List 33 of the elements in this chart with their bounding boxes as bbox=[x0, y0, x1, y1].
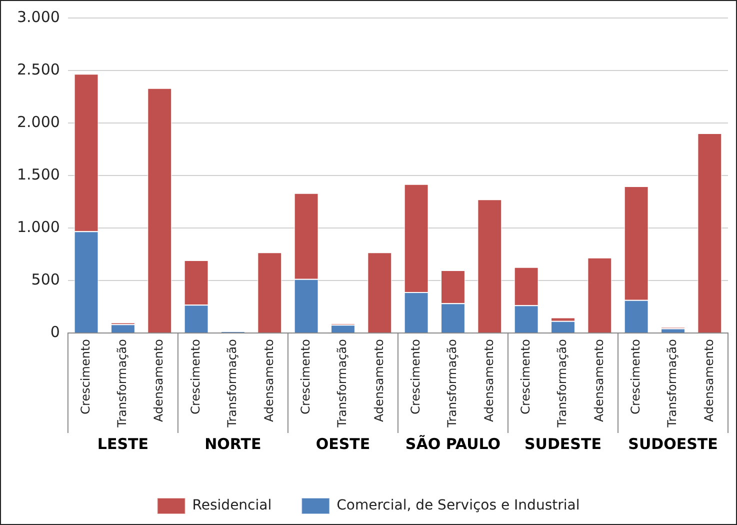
y-tick-label: 0 bbox=[50, 322, 60, 341]
x-tick-label: Crescimento bbox=[408, 339, 422, 414]
y-tick-label: 1.000 bbox=[16, 218, 60, 236]
text: NORTE bbox=[204, 434, 262, 453]
x-tick-label: Adensamento bbox=[482, 339, 496, 422]
y-tick-label: 500 bbox=[31, 270, 60, 288]
x-tick-label: Transformação bbox=[335, 339, 350, 428]
text: OESTE bbox=[316, 434, 370, 453]
y-tick-label: 2.000 bbox=[16, 112, 60, 131]
x-tick-label: Crescimento bbox=[78, 339, 92, 414]
x-tick-label: Adensamento bbox=[702, 339, 716, 422]
x-tick-label: Transformação bbox=[665, 339, 680, 428]
x-tick-label: Adensamento bbox=[152, 339, 166, 422]
x-tick-label: Transformação bbox=[115, 339, 130, 428]
x-tick-label: Crescimento bbox=[518, 339, 532, 414]
text: SUDOESTE bbox=[628, 434, 718, 453]
y-tick-label: 3.000 bbox=[16, 8, 60, 26]
x-tick-label: Adensamento bbox=[262, 339, 276, 422]
legend-label: Comercial, de Serviços e Industrial bbox=[336, 498, 580, 514]
x-tick-label: Transformação bbox=[555, 339, 570, 428]
y-tick-label: 1.500 bbox=[16, 165, 60, 184]
x-tick-label: Crescimento bbox=[298, 339, 312, 414]
text: SUDESTE bbox=[524, 434, 602, 453]
legend-label: Residencial bbox=[192, 498, 272, 514]
x-tick-label: Crescimento bbox=[628, 339, 642, 414]
x-tick-label: Crescimento bbox=[188, 339, 202, 414]
text: SÃO PAULO bbox=[405, 434, 501, 453]
x-tick-label: Transformação bbox=[225, 339, 240, 428]
x-tick-label: Adensamento bbox=[592, 339, 606, 422]
y-tick-label: 2.500 bbox=[16, 60, 60, 78]
text: LESTE bbox=[97, 434, 148, 453]
x-tick-label: Transformação bbox=[445, 339, 460, 428]
x-tick-label: Adensamento bbox=[372, 339, 386, 422]
